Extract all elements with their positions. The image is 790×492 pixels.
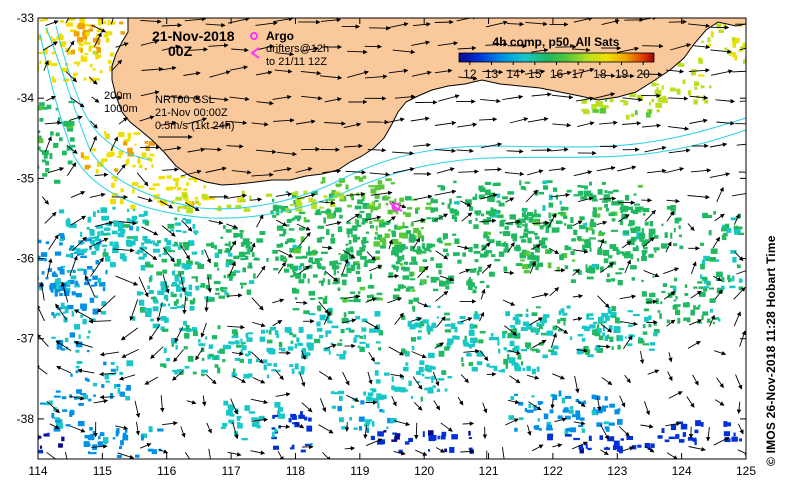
colorbar-tick-label: 20 [636,67,650,81]
colorbar-tick-label: 13 [485,67,499,81]
x-tick-label: 123 [607,464,627,478]
y-tick-label: -36 [17,252,35,266]
sst-pixels [38,18,746,458]
product-name: NRT00 GSL [155,94,215,106]
drifter-legend-icon [250,47,260,59]
colorbar-tick-label: 14 [506,67,520,81]
argo-float-marker [391,202,401,212]
isobath-label-1000m: 1000m [104,103,138,115]
inner-contour [55,25,151,161]
x-tick-label: 124 [672,464,692,478]
colorbar-ticks: 12 13 14 15 16 17 18 19 20 [463,62,650,81]
y-tick-label: -38 [17,412,35,426]
y-tick-label: -37 [17,332,35,346]
isobath-200m [45,27,746,210]
drifter-legend-label: drifters@12h [266,43,329,55]
x-tick-label: 115 [93,464,112,478]
map-date: 21-Nov-2018 [152,28,235,44]
argo-legend-label: Argo [266,29,294,43]
plot-frame [37,17,747,460]
colorbar-tick-label: 12 [463,67,477,81]
x-tick-label: 120 [414,464,434,478]
argo-legend-icon [250,32,258,40]
colorbar-tick-label: 17 [571,67,585,81]
colorbar [458,52,655,63]
product-time: 21-Nov 00:00Z [155,107,228,119]
colorbar-tick-label: 16 [550,67,564,81]
drifter-legend-time: to 21/11 12Z [266,56,327,68]
x-tick-label: 125 [736,464,756,478]
x-tick-label: 119 [350,464,369,478]
x-tick-label: 118 [286,464,305,478]
y-tick-label: -35 [17,171,35,185]
colorbar-title: 4h comp, p50, All Sats [493,35,620,49]
x-tick-label: 117 [222,464,241,478]
map-hour: 00Z [168,43,193,59]
colorbar-tick-label: 15 [528,67,542,81]
credit-text: © IMOS 26-Nov-2018 11:28 Hobart Time [764,235,778,466]
scale-label: 0.5m/s (1kt 24h) [155,120,234,132]
x-tick-label: 114 [28,464,47,478]
colorbar-tick-label: 18 [593,67,607,81]
isobath-1000m [39,33,746,219]
isobath-label-200m: 200m [104,90,132,102]
current-vectors [38,18,746,459]
y-tick-label: -34 [17,91,35,105]
colorbar-tick-label: 19 [615,67,629,81]
x-tick-label: 122 [543,464,563,478]
x-tick-label: 116 [157,464,176,478]
y-tick-label: -33 [17,11,35,25]
x-tick-label: 121 [479,464,499,478]
axes: 114 115 116 117 118 119 120 121 122 123 124 125 -33 -… [17,11,757,478]
drifter-track [389,202,403,212]
